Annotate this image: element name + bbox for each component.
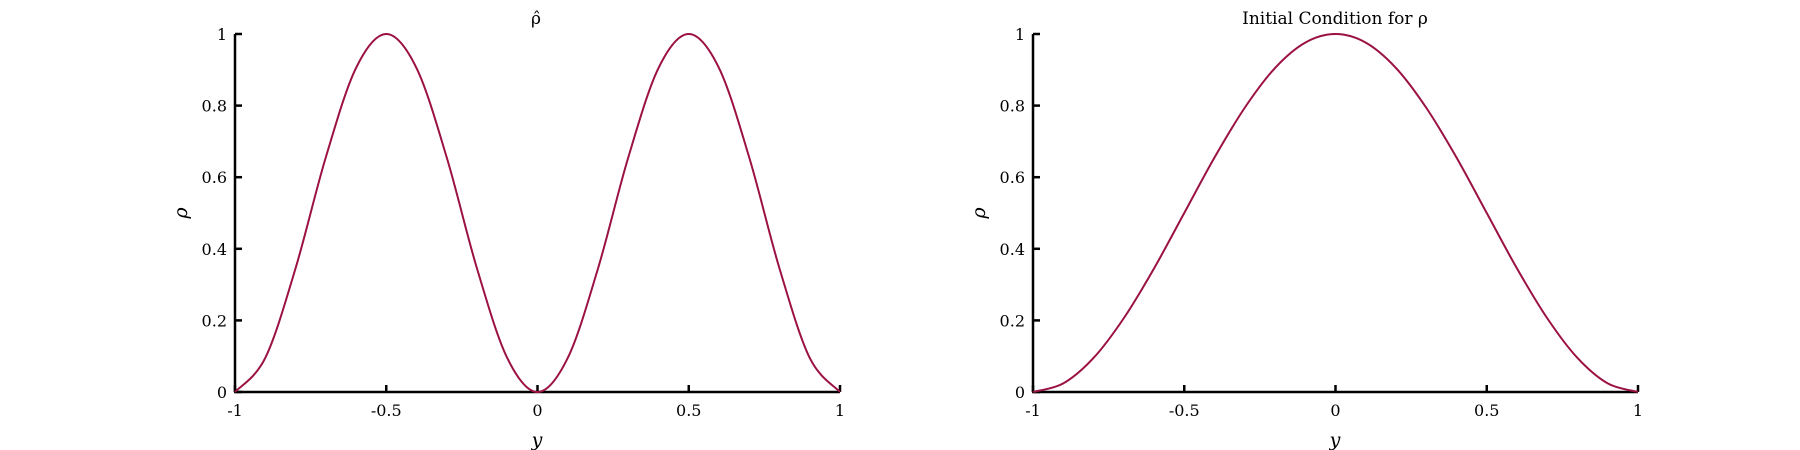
chart-left-xlabel: y — [531, 429, 543, 450]
chart-right-series — [1032, 32, 1639, 393]
chart-left-ytick-label: 0.4 — [202, 240, 227, 259]
chart-right-ytick-label: 1 — [1015, 25, 1025, 44]
chart-right-xtick-label: -0.5 — [1169, 401, 1200, 420]
chart-left-xtick-label: -1 — [227, 401, 243, 420]
chart-right-xlabel: y — [1329, 429, 1341, 450]
chart-right-ytick-label: 0 — [1015, 383, 1025, 402]
chart-right-ytick-label: 0.6 — [1000, 168, 1025, 187]
chart-left-ytick-label: 0.8 — [202, 97, 227, 116]
chart-left-xtick-label: 0 — [532, 401, 542, 420]
chart-right-ytick-label: 0.4 — [1000, 240, 1025, 259]
chart-left-xtick-label: 1 — [835, 401, 845, 420]
chart-right: Initial Condition for ρ y ρ -1 -0.5 0 0.5 1 0… — [968, 9, 1643, 450]
chart-left-series-line-0 — [234, 32, 841, 394]
chart-left-ytick-label: 1 — [217, 25, 227, 44]
chart-left-ytick-label: 0.2 — [202, 311, 227, 330]
chart-right-ticks: -1 -0.5 0 0.5 1 0 0.2 0.4 0.6 0.8 1 — [1000, 25, 1644, 420]
chart-right-ylabel: ρ — [968, 207, 990, 220]
chart-left-ytick-label: 0.6 — [202, 168, 227, 187]
chart-left-xtick-label: 0.5 — [676, 401, 701, 420]
chart-left-ticks: -1 -0.5 0 0.5 1 0 0.2 0.4 0.6 0.8 1 — [202, 25, 846, 420]
chart-left-ylabel: ρ — [170, 207, 192, 220]
chart-left-xtick-label: -0.5 — [371, 401, 402, 420]
chart-right-xtick-label: 0 — [1330, 401, 1340, 420]
chart-left: ρ̂ y ρ -1 -0.5 0 0.5 1 0 0.2 0.4 0.6 0.8 1 — [170, 9, 845, 450]
chart-right-xtick-label: 1 — [1633, 401, 1643, 420]
chart-right-xtick-label: 0.5 — [1474, 401, 1499, 420]
chart-right-ytick-label: 0.8 — [1000, 97, 1025, 116]
chart-right-ytick-label: 0.2 — [1000, 311, 1025, 330]
chart-left-ytick-label: 0 — [217, 383, 227, 402]
chart-right-series-line-0 — [1032, 32, 1639, 393]
chart-left-title: ρ̂ — [531, 9, 541, 29]
chart-right-title: Initial Condition for ρ — [1242, 9, 1428, 29]
chart-left-series — [234, 32, 841, 394]
chart-right-xtick-label: -1 — [1025, 401, 1041, 420]
